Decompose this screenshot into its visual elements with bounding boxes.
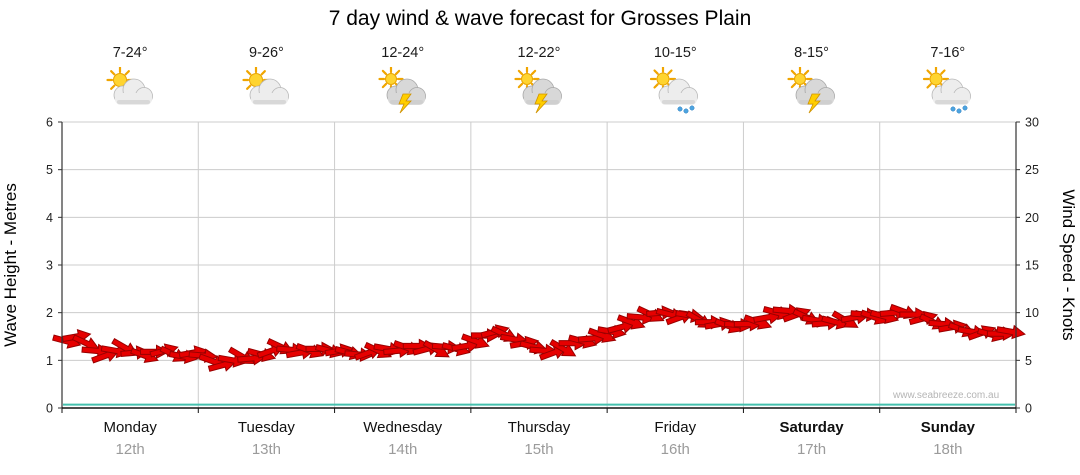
weather-icon-slot (471, 65, 607, 117)
weather-icon-slot (880, 65, 1016, 117)
day-column-saturday: 8-15° (743, 44, 879, 117)
day-name: Friday (654, 419, 697, 436)
weather-icon-slot (62, 65, 198, 117)
weather-icon-sun-showers (650, 67, 699, 114)
day-date: 12th (115, 441, 145, 458)
left-tick-label: 5 (46, 163, 53, 177)
day-date: 16th (660, 441, 690, 458)
right-tick-label: 15 (1025, 259, 1039, 273)
day-name: Thursday (507, 419, 571, 436)
day-name: Sunday (920, 419, 975, 436)
left-tick-label: 3 (46, 259, 53, 273)
day-column-sunday: 7-16° (880, 44, 1016, 117)
temp-range: 10-15° (653, 45, 697, 61)
temp-range: 9-26° (249, 45, 284, 61)
x-axis-day-labels: Monday 12th Tuesday 13th Wednesday 14th … (62, 419, 1016, 458)
day-date: 15th (524, 441, 554, 458)
weather-icon-thunderstorm (514, 67, 562, 114)
left-tick-label: 6 (46, 116, 53, 130)
left-tick-label: 2 (46, 306, 53, 320)
weather-icon-slot (607, 65, 743, 117)
temp-range: 8-15° (794, 45, 829, 61)
wind-arrow (549, 338, 577, 357)
right-tick-label: 20 (1025, 211, 1039, 225)
weather-icon-sun-showers (922, 67, 971, 114)
weather-icon-slot (198, 65, 334, 117)
left-tick-label: 4 (46, 211, 53, 225)
day-column-monday: 7-24° (62, 44, 198, 117)
day-column-friday: 10-15° (607, 44, 743, 117)
wind-arrow (461, 333, 490, 349)
day-name: Monday (103, 419, 157, 436)
right-tick-label: 25 (1025, 163, 1039, 177)
chart-title: 7 day wind & wave forecast for Grosses P… (328, 7, 752, 30)
day-label-sunday: Sunday 18th (880, 419, 1016, 458)
day-label-thursday: Thursday 15th (471, 419, 607, 458)
day-name: Wednesday (363, 419, 443, 436)
day-date: 18th (933, 441, 963, 458)
day-date: 13th (251, 441, 282, 458)
day-date: 14th (388, 441, 418, 458)
weather-icon-slot (743, 65, 879, 117)
left-tick-label: 0 (46, 402, 53, 416)
temp-range: 7-24° (112, 45, 148, 61)
day-column-wednesday: 12-24° (335, 44, 471, 117)
weather-icon-partly-cloudy (242, 67, 290, 105)
day-label-friday: Friday 16th (607, 419, 743, 458)
axis-lines (58, 121, 1020, 413)
day-name: Tuesday (237, 419, 295, 436)
weather-icon-thunderstorm (378, 67, 426, 114)
right-tick-label: 30 (1025, 116, 1039, 130)
left-tick-label: 1 (46, 354, 53, 368)
day-label-monday: Monday 12th (62, 419, 198, 458)
weather-icon-partly-cloudy (106, 67, 154, 105)
day-label-tuesday: Tuesday 13th (198, 419, 334, 458)
day-label-saturday: Saturday 17th (743, 419, 879, 458)
day-column-thursday: 12-22° (471, 44, 607, 117)
weather-icon-thunderstorm (786, 67, 835, 114)
right-axis-title: Wind Speed - Knots (1059, 189, 1078, 340)
day-label-wednesday: Wednesday 14th (335, 419, 471, 458)
weather-icon-slot (335, 65, 471, 117)
day-date: 17th (796, 441, 827, 458)
right-tick-label: 10 (1025, 306, 1039, 320)
temp-range: 12-22° (517, 45, 561, 61)
day-name: Saturday (779, 419, 844, 436)
temp-range: 7-16° (930, 45, 966, 61)
axis-tick-labels: 0 1 2 3 4 5 6 0 5 10 15 20 25 30 (46, 116, 1039, 416)
temp-range: 12-24° (381, 45, 425, 61)
left-axis-title: Wave Height - Metres (1, 183, 20, 347)
wind-arrow (996, 324, 1026, 340)
wind-arrow-series (52, 303, 1026, 372)
temps-row: 7-24° 9-26° 12-24° 12-22° 10-15° 8-15° 7… (62, 44, 1016, 117)
right-tick-label: 5 (1025, 354, 1032, 368)
watermark: www.seabreeze.com.au (893, 390, 1000, 401)
right-tick-label: 0 (1025, 402, 1032, 416)
gridlines (62, 121, 1016, 408)
day-column-tuesday: 9-26° (198, 44, 334, 117)
